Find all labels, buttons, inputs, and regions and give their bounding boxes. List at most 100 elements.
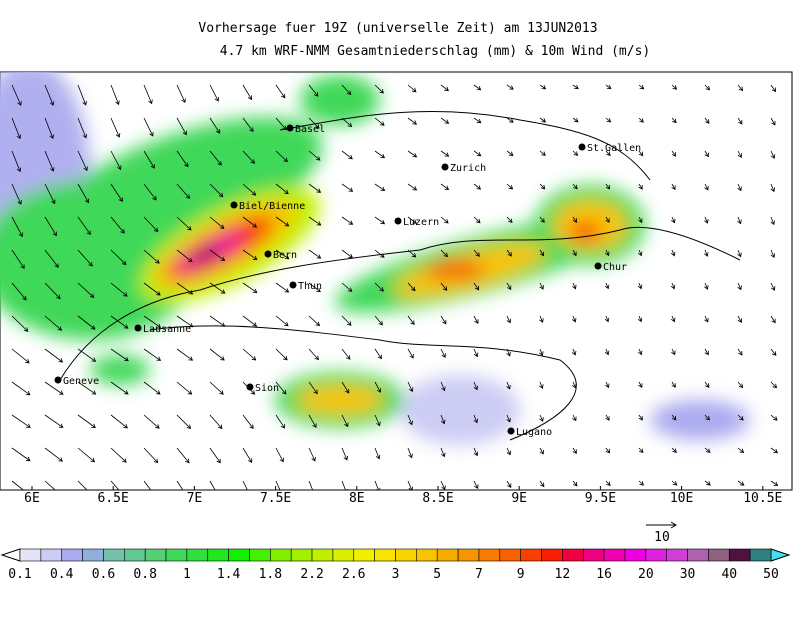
wind-arrow	[176, 183, 191, 199]
wind-arrow	[473, 216, 481, 224]
wind-arrow	[341, 315, 352, 326]
wind-arrow	[341, 282, 353, 292]
colorbar-swatch	[478, 548, 501, 562]
wind-arrow	[737, 414, 744, 421]
wind-arrow	[11, 315, 29, 332]
wind-arrow	[605, 84, 612, 90]
wind-arrow	[176, 381, 193, 395]
wind-arrow	[143, 447, 159, 464]
wind-scale: 10	[646, 521, 677, 545]
wind-arrows	[11, 84, 779, 490]
wind-arrow	[473, 282, 480, 291]
wind-arrow	[143, 282, 161, 296]
lon-label: 7.5E	[260, 491, 291, 506]
wind-arrow	[407, 447, 413, 459]
wind-arrow	[176, 117, 187, 136]
wind-arrow	[374, 414, 381, 427]
wind-arrow	[605, 447, 611, 454]
wind-arrow	[473, 480, 479, 490]
colorbar-swatch	[374, 548, 396, 562]
lon-label: 7E	[187, 491, 203, 506]
wind-arrow	[110, 480, 120, 490]
wind-arrow	[209, 117, 221, 134]
wind-arrow	[572, 282, 577, 290]
lon-label: 9.5E	[585, 491, 616, 506]
wind-arrow	[143, 216, 159, 233]
city-label: Sion	[255, 383, 279, 394]
wind-arrow	[275, 216, 290, 227]
city-dot	[578, 143, 586, 151]
city-label: Geneve	[63, 376, 99, 387]
wind-arrow	[704, 447, 711, 453]
colorbar-swatch	[603, 548, 626, 562]
wind-arrow	[11, 183, 22, 205]
wind-arrow	[209, 447, 221, 464]
wind-arrow	[539, 183, 546, 190]
wind-arrow	[604, 348, 610, 356]
wind-arrow	[44, 480, 56, 490]
wind-arrow	[440, 84, 449, 92]
wind-arrow	[670, 315, 676, 323]
wind-arrow	[407, 480, 413, 490]
wind-arrow	[671, 150, 677, 157]
colorbar-swatch	[270, 548, 292, 562]
wind-arrow	[374, 315, 383, 326]
wind-arrow	[770, 150, 776, 159]
lon-label: 6.5E	[98, 491, 129, 506]
wind-arrow	[308, 249, 322, 259]
wind-arrow	[770, 249, 776, 259]
wind-arrow	[77, 249, 93, 267]
colorbar-label: 5	[433, 567, 441, 582]
colorbar-swatch	[290, 548, 313, 562]
colorbar-swatch	[624, 548, 647, 562]
city-label: Thun	[298, 281, 322, 292]
wind-arrow	[703, 249, 709, 257]
colorbar-label: 30	[680, 567, 696, 582]
wind-arrow	[374, 447, 381, 460]
colorbar-label: 1.8	[259, 567, 282, 582]
colorbar-label: 40	[721, 567, 737, 582]
wind-arrow	[605, 414, 610, 421]
wind-arrow	[242, 447, 253, 464]
colorbar-swatch	[645, 548, 667, 562]
wind-arrow	[308, 480, 314, 490]
wind-arrow	[770, 183, 776, 193]
wind-arrow	[341, 381, 350, 394]
wind-arrow	[209, 216, 225, 229]
wind-arrow	[110, 84, 120, 106]
wind-arrow	[539, 84, 547, 90]
wind-arrow	[308, 84, 319, 97]
wind-arrow	[638, 84, 645, 90]
wind-arrow	[143, 117, 154, 137]
colorbar-label: 1.4	[217, 567, 241, 582]
wind-arrow	[605, 150, 611, 156]
wind-arrow	[275, 84, 286, 99]
wind-arrow	[110, 315, 129, 329]
lon-label: 10.5E	[743, 491, 782, 506]
wind-arrow	[571, 348, 577, 356]
colorbar-label: 20	[638, 567, 654, 582]
colorbar-swatch	[562, 548, 584, 562]
wind-arrow	[572, 183, 578, 190]
wind-arrow	[209, 249, 226, 262]
wind-arrow	[539, 117, 547, 123]
wind-arrow	[209, 414, 223, 430]
lon-label: 10E	[670, 491, 693, 506]
wind-arrow	[341, 447, 348, 461]
colorbar-label: 3	[392, 567, 400, 582]
wind-arrow	[539, 282, 544, 290]
colorbar-swatch	[395, 548, 417, 562]
lon-label: 6E	[24, 491, 40, 506]
wind-arrow	[605, 480, 611, 487]
colorbar-swatch	[40, 548, 63, 562]
wind-arrow	[11, 216, 23, 238]
wind-arrow	[407, 183, 418, 191]
wind-arrow	[572, 480, 578, 487]
wind-arrow	[374, 150, 386, 159]
city-dot	[54, 376, 62, 384]
wind-arrow	[539, 480, 545, 488]
wind-arrow	[77, 150, 88, 172]
city-dot	[507, 427, 515, 435]
colorbar-swatch	[520, 548, 542, 562]
wind-arrow	[341, 414, 349, 428]
